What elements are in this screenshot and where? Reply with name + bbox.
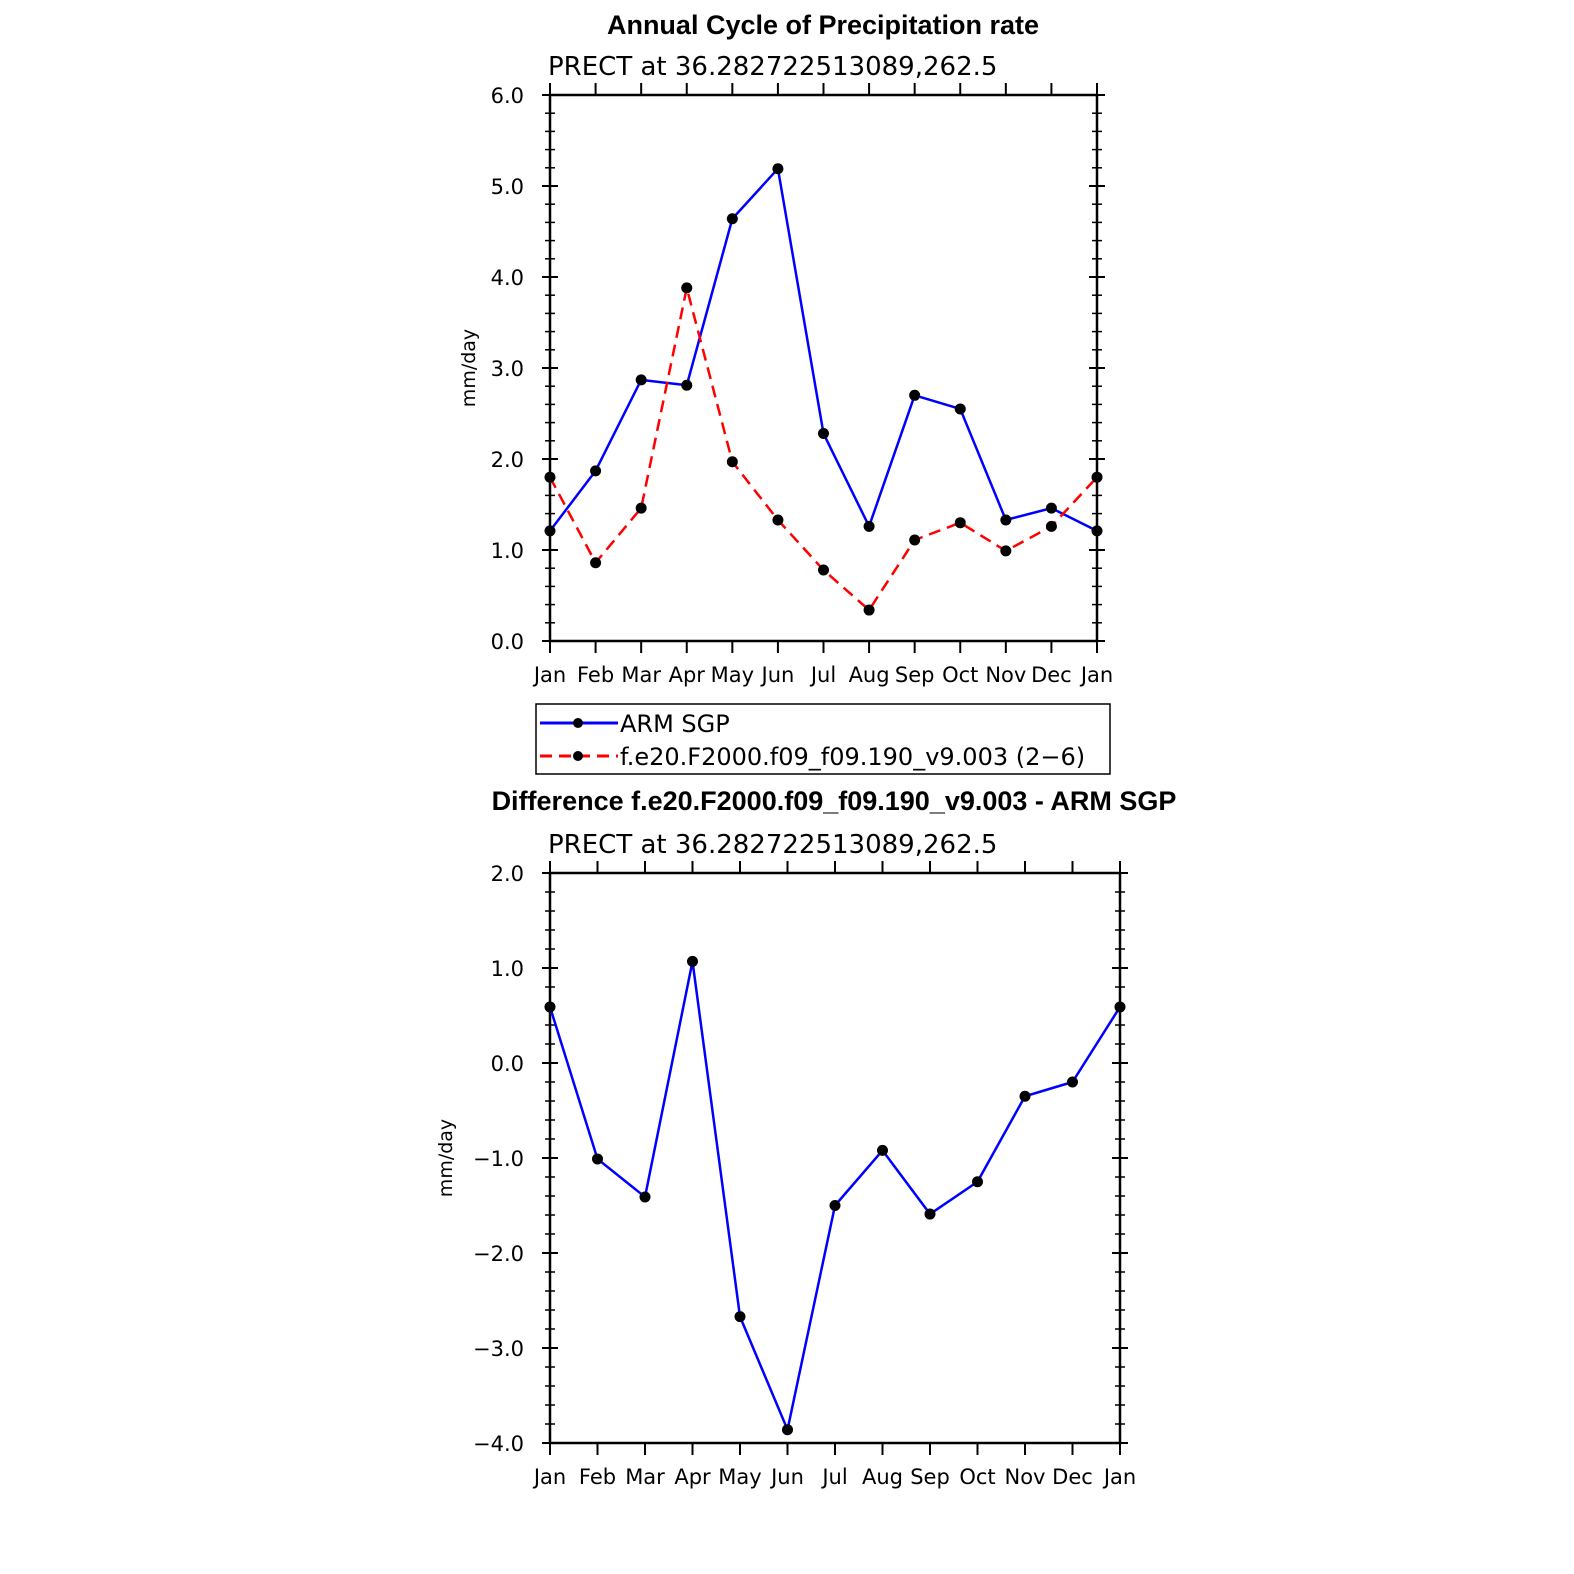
chart1-series-1-point [818, 564, 829, 576]
chart2-series-0-point [877, 1144, 888, 1156]
legend-marker-model [573, 751, 583, 761]
chart1-series-1-point [681, 282, 693, 294]
chart2-ytick-label: 2.0 [491, 862, 524, 886]
chart2-ytick-label: −1.0 [473, 1147, 524, 1171]
chart2-xtick-label: Dec [1052, 1465, 1093, 1489]
chart1-xtick-label: May [711, 663, 754, 687]
legend-label-arm-sgp: ARM SGP [620, 710, 730, 738]
chart1-series-0-point [726, 213, 738, 225]
chart2-series-0-point [592, 1153, 603, 1165]
chart1-ytick-label: 0.0 [491, 630, 524, 654]
chart1-series-0-point [544, 525, 556, 537]
chart1-xtick-label: Jan [532, 663, 566, 687]
chart1-xtick-label: Dec [1031, 663, 1072, 687]
chart2-xtick-label: Jan [1102, 1465, 1136, 1489]
chart1-series-0-point [590, 465, 602, 477]
chart1-series-1-point [909, 534, 921, 546]
chart1-xtick-label: Jun [760, 663, 795, 687]
chart1-xtick-label: Nov [985, 663, 1026, 687]
chart1-series-0-point [635, 374, 647, 386]
chart1-series-0-point [818, 428, 829, 440]
chart2-series-0-point [639, 1191, 651, 1203]
chart2-series-0-point [734, 1311, 746, 1323]
chart1-series-0-line [549, 167, 1098, 533]
chart1-series-1-point [726, 456, 738, 468]
chart1-series-1-point [863, 604, 875, 616]
chart1-series-0-point [1000, 514, 1012, 526]
chart2-title: Difference f.e20.F2000.f09_f09.190_v9.00… [492, 786, 1177, 816]
chart1-ytick-label: 6.0 [491, 84, 524, 108]
chart2-ytick-label: 1.0 [491, 957, 524, 981]
chart2-ylabel: mm/day [435, 1119, 457, 1197]
chart1-title: Annual Cycle of Precipitation rate [607, 10, 1039, 40]
chart1-legend-box [535, 703, 1111, 775]
chart1-series-1-point [1000, 545, 1012, 557]
legend-entry-model: f.e20.F2000.f09_f09.190_v9.003 (2−6) [540, 743, 1085, 771]
chart2-xtick-label: Apr [674, 1465, 711, 1489]
chart2-series-0-point [782, 1424, 793, 1436]
chart1-series-1-point [954, 517, 966, 529]
chart2-plot-frame [548, 871, 1122, 1445]
chart1-ytick-label: 2.0 [491, 448, 524, 472]
chart1-series-1-point [590, 557, 602, 569]
chart2-ytick-label: −4.0 [473, 1432, 524, 1456]
chart1-xtick-label: Apr [669, 663, 706, 687]
chart2-ytick-label: −2.0 [473, 1242, 524, 1266]
chart2-xtick-label: Sep [910, 1465, 950, 1489]
chart2-xtick-label: Aug [862, 1465, 903, 1489]
chart2-xtick-label: Feb [579, 1465, 616, 1489]
chart2-series-0-line [548, 960, 1122, 1431]
chart1-ytick-label: 4.0 [491, 266, 524, 290]
chart1-series-0-point [909, 389, 921, 401]
chart1-series-0-point [1091, 525, 1103, 537]
chart2-series-0-point [1067, 1076, 1078, 1088]
chart1-series-1-point [1091, 471, 1103, 483]
chart2-ytick-label: −3.0 [473, 1337, 524, 1361]
chart2-xtick-label: Jan [532, 1465, 566, 1489]
legend-label-model: f.e20.F2000.f09_f09.190_v9.003 (2−6) [620, 743, 1085, 771]
chart1-series-1-point [544, 471, 556, 483]
chart1-ytick-label: 1.0 [491, 539, 524, 563]
chart1-xtick-label: Sep [895, 663, 935, 687]
chart1-xtick-label: Aug [849, 663, 890, 687]
chart2-xtick-label: Oct [959, 1465, 995, 1489]
legend-marker-arm-sgp [573, 718, 583, 728]
chart1-xtick-label: Feb [577, 663, 614, 687]
chart1-xtick-label: Oct [942, 663, 978, 687]
chart1-subtitle: PRECT at 36.282722513089,262.5 [548, 52, 997, 82]
chart2-xtick-label: Mar [625, 1465, 665, 1489]
chart1-xtick-label: Mar [621, 663, 661, 687]
chart2-series-0-point [972, 1176, 983, 1188]
chart1-ytick-label: 3.0 [491, 357, 524, 381]
chart2-series-0-point [1114, 1001, 1126, 1013]
chart2-xtick-label: Nov [1005, 1465, 1046, 1489]
chart2-series-0-point [1019, 1090, 1031, 1102]
chart2-xtick-label: Jul [820, 1465, 847, 1489]
chart2-ytick-label: 0.0 [491, 1052, 524, 1076]
chart2-series-0-point [687, 955, 698, 967]
chart1-ylabel: mm/day [458, 329, 480, 407]
chart1-series-1-point [635, 502, 647, 514]
chart1-series-0-point [681, 379, 693, 391]
chart1-series-1-point [772, 514, 784, 526]
chart1-xtick-label: Jul [809, 663, 836, 687]
chart1-series-0-point [954, 403, 966, 415]
chart1-xtick-label: Jan [1079, 663, 1113, 687]
chart2-series-0-point [544, 1001, 556, 1013]
chart2-series-0-point [829, 1200, 841, 1211]
chart2-series-0-point [924, 1208, 936, 1220]
chart1-series-0-point [1045, 502, 1057, 514]
chart1-ytick-label: 5.0 [491, 175, 524, 199]
chart2-xtick-label: May [718, 1465, 761, 1489]
chart2-subtitle: PRECT at 36.282722513089,262.5 [548, 830, 997, 860]
chart1-series-0-point [863, 520, 875, 532]
chart1-series-1-point [1045, 520, 1057, 532]
legend-entry-arm-sgp: ARM SGP [540, 710, 730, 738]
chart2-xtick-label: Jun [769, 1465, 804, 1489]
chart1-plot-frame [548, 93, 1099, 643]
chart1-series-0-point [772, 163, 784, 175]
chart1-series-1-line [548, 286, 1098, 612]
